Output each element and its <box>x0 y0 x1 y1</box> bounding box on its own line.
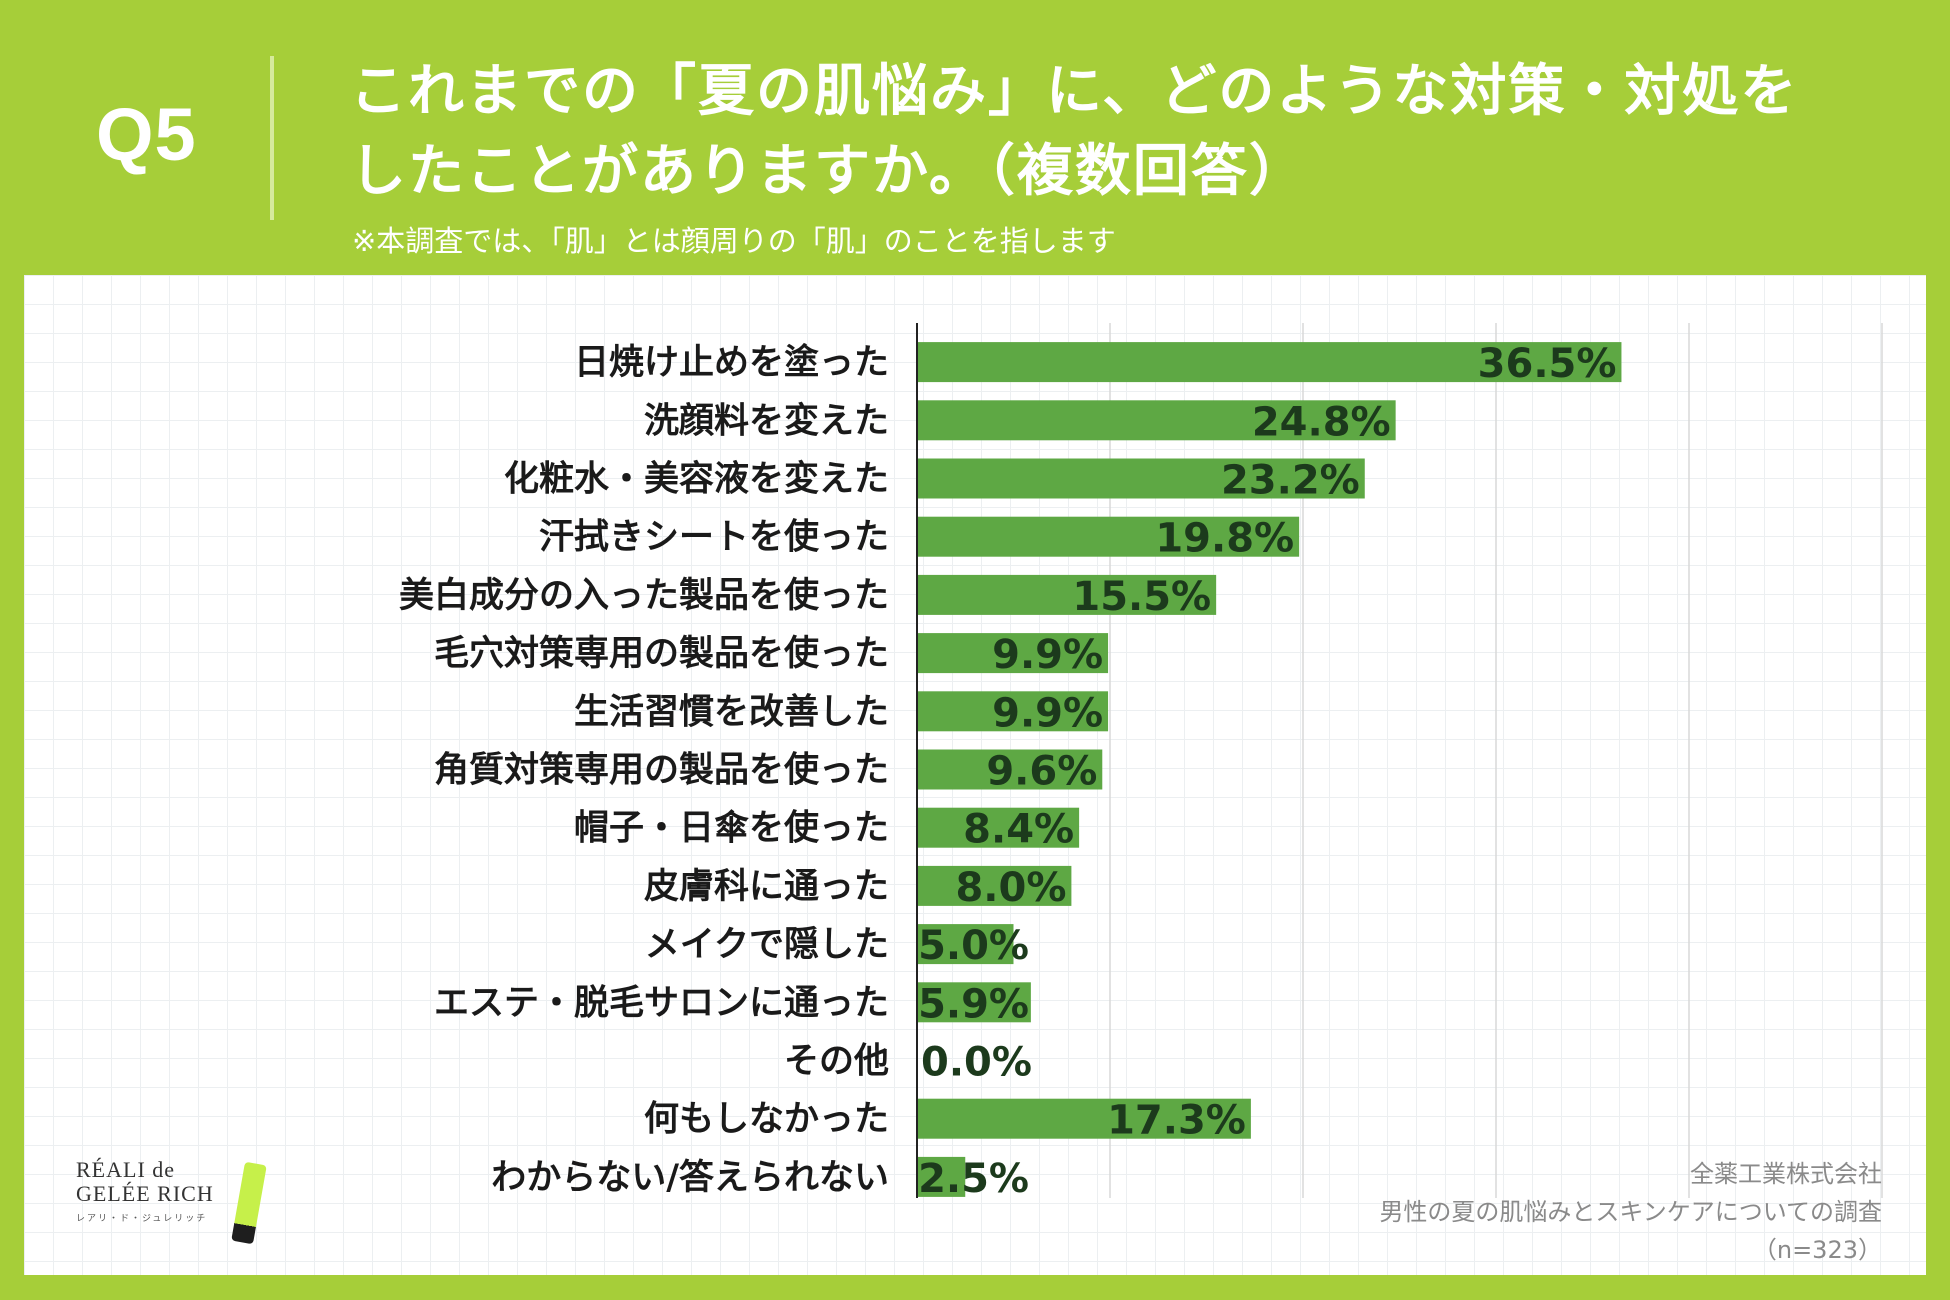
data-label: 36.5% <box>1478 341 1617 387</box>
bar <box>917 982 1031 1023</box>
category-label: 美白成分の入った製品を使った <box>399 576 889 616</box>
bar <box>917 574 1217 615</box>
data-label: 24.8% <box>1252 399 1391 445</box>
category-label: 何もしなかった <box>644 1100 889 1140</box>
logo-subtext: レアリ・ド・ジュレリッチ <box>76 1214 208 1224</box>
data-label: 5.0% <box>918 923 1029 969</box>
data-label: 8.4% <box>963 807 1074 853</box>
category-label: 皮膚科に通った <box>644 867 889 907</box>
category-label: 汗拭きシートを使った <box>539 518 889 558</box>
category-label: 角質対策専用の製品を使った <box>434 751 889 791</box>
bar <box>917 924 1014 965</box>
bar <box>917 633 1109 674</box>
category-label: 毛穴対策専用の製品を使った <box>434 634 889 674</box>
bar <box>917 1098 1251 1139</box>
data-label: 23.2% <box>1221 458 1360 504</box>
logo-text-line-1: RÉALI de <box>76 1157 176 1182</box>
category-label: その他 <box>784 1042 889 1082</box>
bar <box>917 516 1300 557</box>
bar <box>917 865 1072 906</box>
data-label: 15.5% <box>1072 574 1211 620</box>
brand-logo: RÉALI de GELÉE RICH レアリ・ド・ジュレリッチ <box>76 1155 276 1250</box>
data-label: 2.5% <box>918 1156 1029 1202</box>
category-label: 洗顔料を変えた <box>644 400 889 441</box>
category-label: メイクで隠した <box>645 925 889 965</box>
category-label: 帽子・日傘を使った <box>574 809 889 849</box>
logo-stick-icon <box>231 1161 267 1245</box>
data-label: 0.0% <box>921 1040 1032 1086</box>
bar <box>917 1156 966 1197</box>
source-survey: 男性の夏の肌悩みとスキンケアについての調査 <box>1379 1198 1882 1226</box>
header-divider <box>270 56 274 220</box>
bar <box>917 691 1109 732</box>
data-label: 17.3% <box>1107 1098 1246 1144</box>
survey-note: ※本調査では、「肌」とは顔周りの「肌」のことを指します <box>352 224 1116 258</box>
source-credit: 全薬工業株式会社 男性の夏の肌悩みとスキンケアについての調査 （n=323） <box>1379 1155 1882 1269</box>
bar-chart: 日焼け止めを塗った 36.5% 洗顔料を変えた 24.8% 化粧水・美容液を変えた 23.… <box>399 323 1883 1202</box>
bar <box>917 458 1365 499</box>
bar <box>917 749 1103 790</box>
category-label: 化粧水・美容液を変えた <box>504 459 889 500</box>
bar <box>917 342 1622 383</box>
category-label: 生活習慣を改善した <box>574 692 889 732</box>
data-label: 19.8% <box>1155 516 1294 562</box>
data-label: 5.9% <box>918 981 1029 1027</box>
logo-text-line-2: GELÉE RICH <box>76 1181 214 1206</box>
category-label: エステ・脱毛サロンに通った <box>434 983 889 1023</box>
data-label: 9.9% <box>992 632 1103 678</box>
category-label: わからない/答えられない <box>491 1158 889 1198</box>
question-number: Q5 <box>96 93 197 176</box>
question-title: これまでの「夏の肌悩み」に、どのような対策・対処を したことがありますか。（複数… <box>350 52 1910 212</box>
data-label: 8.0% <box>955 865 1066 911</box>
data-label: 9.9% <box>992 690 1103 736</box>
question-title-line-2: したことがありますか。（複数回答） <box>350 139 1307 204</box>
category-label: 日焼け止めを塗った <box>574 342 889 383</box>
bar <box>917 807 1080 848</box>
question-title-line-1: これまでの「夏の肌悩み」に、どのような対策・対処を <box>350 59 1799 124</box>
source-company: 全薬工業株式会社 <box>1690 1160 1882 1188</box>
chart-panel: 日焼け止めを塗った 36.5% 洗顔料を変えた 24.8% 化粧水・美容液を変えた 23.… <box>24 275 1926 1275</box>
data-label: 9.6% <box>986 749 1097 795</box>
bar <box>917 400 1396 441</box>
source-sample-size: （n=323） <box>1752 1236 1882 1264</box>
